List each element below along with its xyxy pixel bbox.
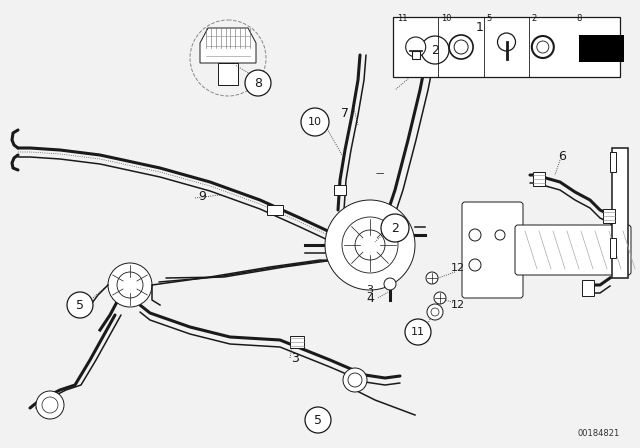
Text: 5: 5 (487, 14, 492, 23)
Circle shape (381, 214, 409, 242)
Polygon shape (200, 28, 256, 63)
Text: 10: 10 (442, 14, 452, 23)
Circle shape (434, 292, 446, 304)
Text: 9: 9 (198, 190, 206, 202)
Circle shape (449, 35, 473, 59)
Text: 1: 1 (476, 21, 484, 34)
Circle shape (325, 200, 415, 290)
FancyBboxPatch shape (462, 202, 523, 298)
Circle shape (301, 108, 329, 136)
Circle shape (406, 37, 426, 57)
Bar (603, 209, 615, 223)
Bar (290, 336, 304, 348)
Circle shape (67, 292, 93, 318)
Text: 11: 11 (397, 14, 408, 23)
Text: 5: 5 (314, 414, 322, 426)
Text: 12: 12 (451, 263, 465, 273)
Circle shape (454, 40, 468, 54)
Bar (610, 238, 616, 258)
Circle shape (384, 278, 396, 290)
Bar (334, 185, 346, 195)
Text: 10: 10 (308, 117, 322, 127)
Bar (582, 280, 594, 296)
Circle shape (495, 230, 505, 240)
Circle shape (343, 368, 367, 392)
Text: 8: 8 (577, 14, 582, 23)
Bar (412, 51, 420, 59)
Circle shape (245, 70, 271, 96)
Text: 2: 2 (531, 14, 536, 23)
Circle shape (469, 229, 481, 241)
Circle shape (305, 407, 331, 433)
Bar (610, 152, 616, 172)
Polygon shape (579, 35, 624, 62)
Text: 3: 3 (291, 352, 299, 365)
Circle shape (497, 33, 515, 51)
Bar (218, 63, 238, 85)
Text: 4: 4 (366, 292, 374, 305)
Text: 11: 11 (411, 327, 425, 337)
Text: 5: 5 (76, 298, 84, 311)
Text: 6: 6 (558, 150, 566, 163)
Circle shape (421, 36, 449, 64)
Circle shape (108, 263, 152, 307)
Bar (267, 205, 283, 215)
Text: —: — (376, 169, 384, 178)
Circle shape (36, 391, 64, 419)
FancyBboxPatch shape (515, 225, 631, 275)
Text: 8: 8 (254, 77, 262, 90)
Text: 2: 2 (431, 43, 439, 56)
Circle shape (405, 319, 431, 345)
Text: 7: 7 (341, 107, 349, 120)
Circle shape (469, 259, 481, 271)
Circle shape (426, 272, 438, 284)
Text: 3: 3 (367, 285, 374, 295)
Bar (533, 172, 545, 186)
Text: 00184821: 00184821 (578, 429, 620, 438)
Text: 2: 2 (391, 221, 399, 234)
Bar (393, 17, 620, 77)
Circle shape (427, 304, 443, 320)
Bar (612, 148, 628, 278)
Text: 12: 12 (451, 300, 465, 310)
